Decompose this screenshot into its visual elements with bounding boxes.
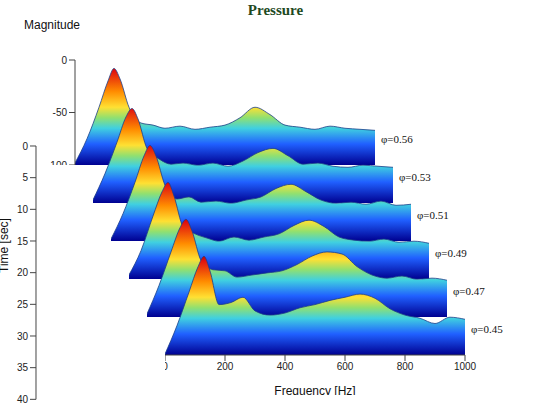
svg-text:40: 40 [17, 394, 29, 405]
svg-text:0: 0 [22, 141, 28, 152]
svg-text:35: 35 [17, 362, 29, 373]
svg-text:-50: -50 [53, 107, 68, 118]
html-text:φ=0.47: φ=0.47 [453, 285, 485, 297]
svg-text:25: 25 [17, 299, 29, 310]
svg-text:15: 15 [17, 236, 29, 247]
svg-text:Frequency [Hz]: Frequency [Hz] [274, 384, 355, 395]
html-text:φ=0.45: φ=0.45 [471, 323, 503, 335]
svg-text:600: 600 [337, 361, 354, 372]
html-text:φ=0.49: φ=0.49 [435, 247, 467, 259]
svg-text:400: 400 [277, 361, 294, 372]
svg-text:0: 0 [165, 361, 168, 372]
svg-text:800: 800 [397, 361, 414, 372]
html-text:φ=0.53: φ=0.53 [399, 171, 431, 183]
html-text:φ=0.51: φ=0.51 [417, 209, 449, 221]
svg-text:30: 30 [17, 331, 29, 342]
svg-text:20: 20 [17, 267, 29, 278]
svg-text:0: 0 [61, 55, 67, 66]
svg-text:5: 5 [22, 172, 28, 183]
html-text:Magnitude: Magnitude [24, 18, 80, 32]
svg-text:200: 200 [217, 361, 234, 372]
html-text:Pressure: Pressure [247, 2, 304, 18]
html-text:φ=0.56: φ=0.56 [381, 133, 413, 145]
svg-text:1000: 1000 [454, 361, 477, 372]
svg-text:10: 10 [17, 204, 29, 215]
svg-text:-100: -100 [47, 160, 67, 165]
